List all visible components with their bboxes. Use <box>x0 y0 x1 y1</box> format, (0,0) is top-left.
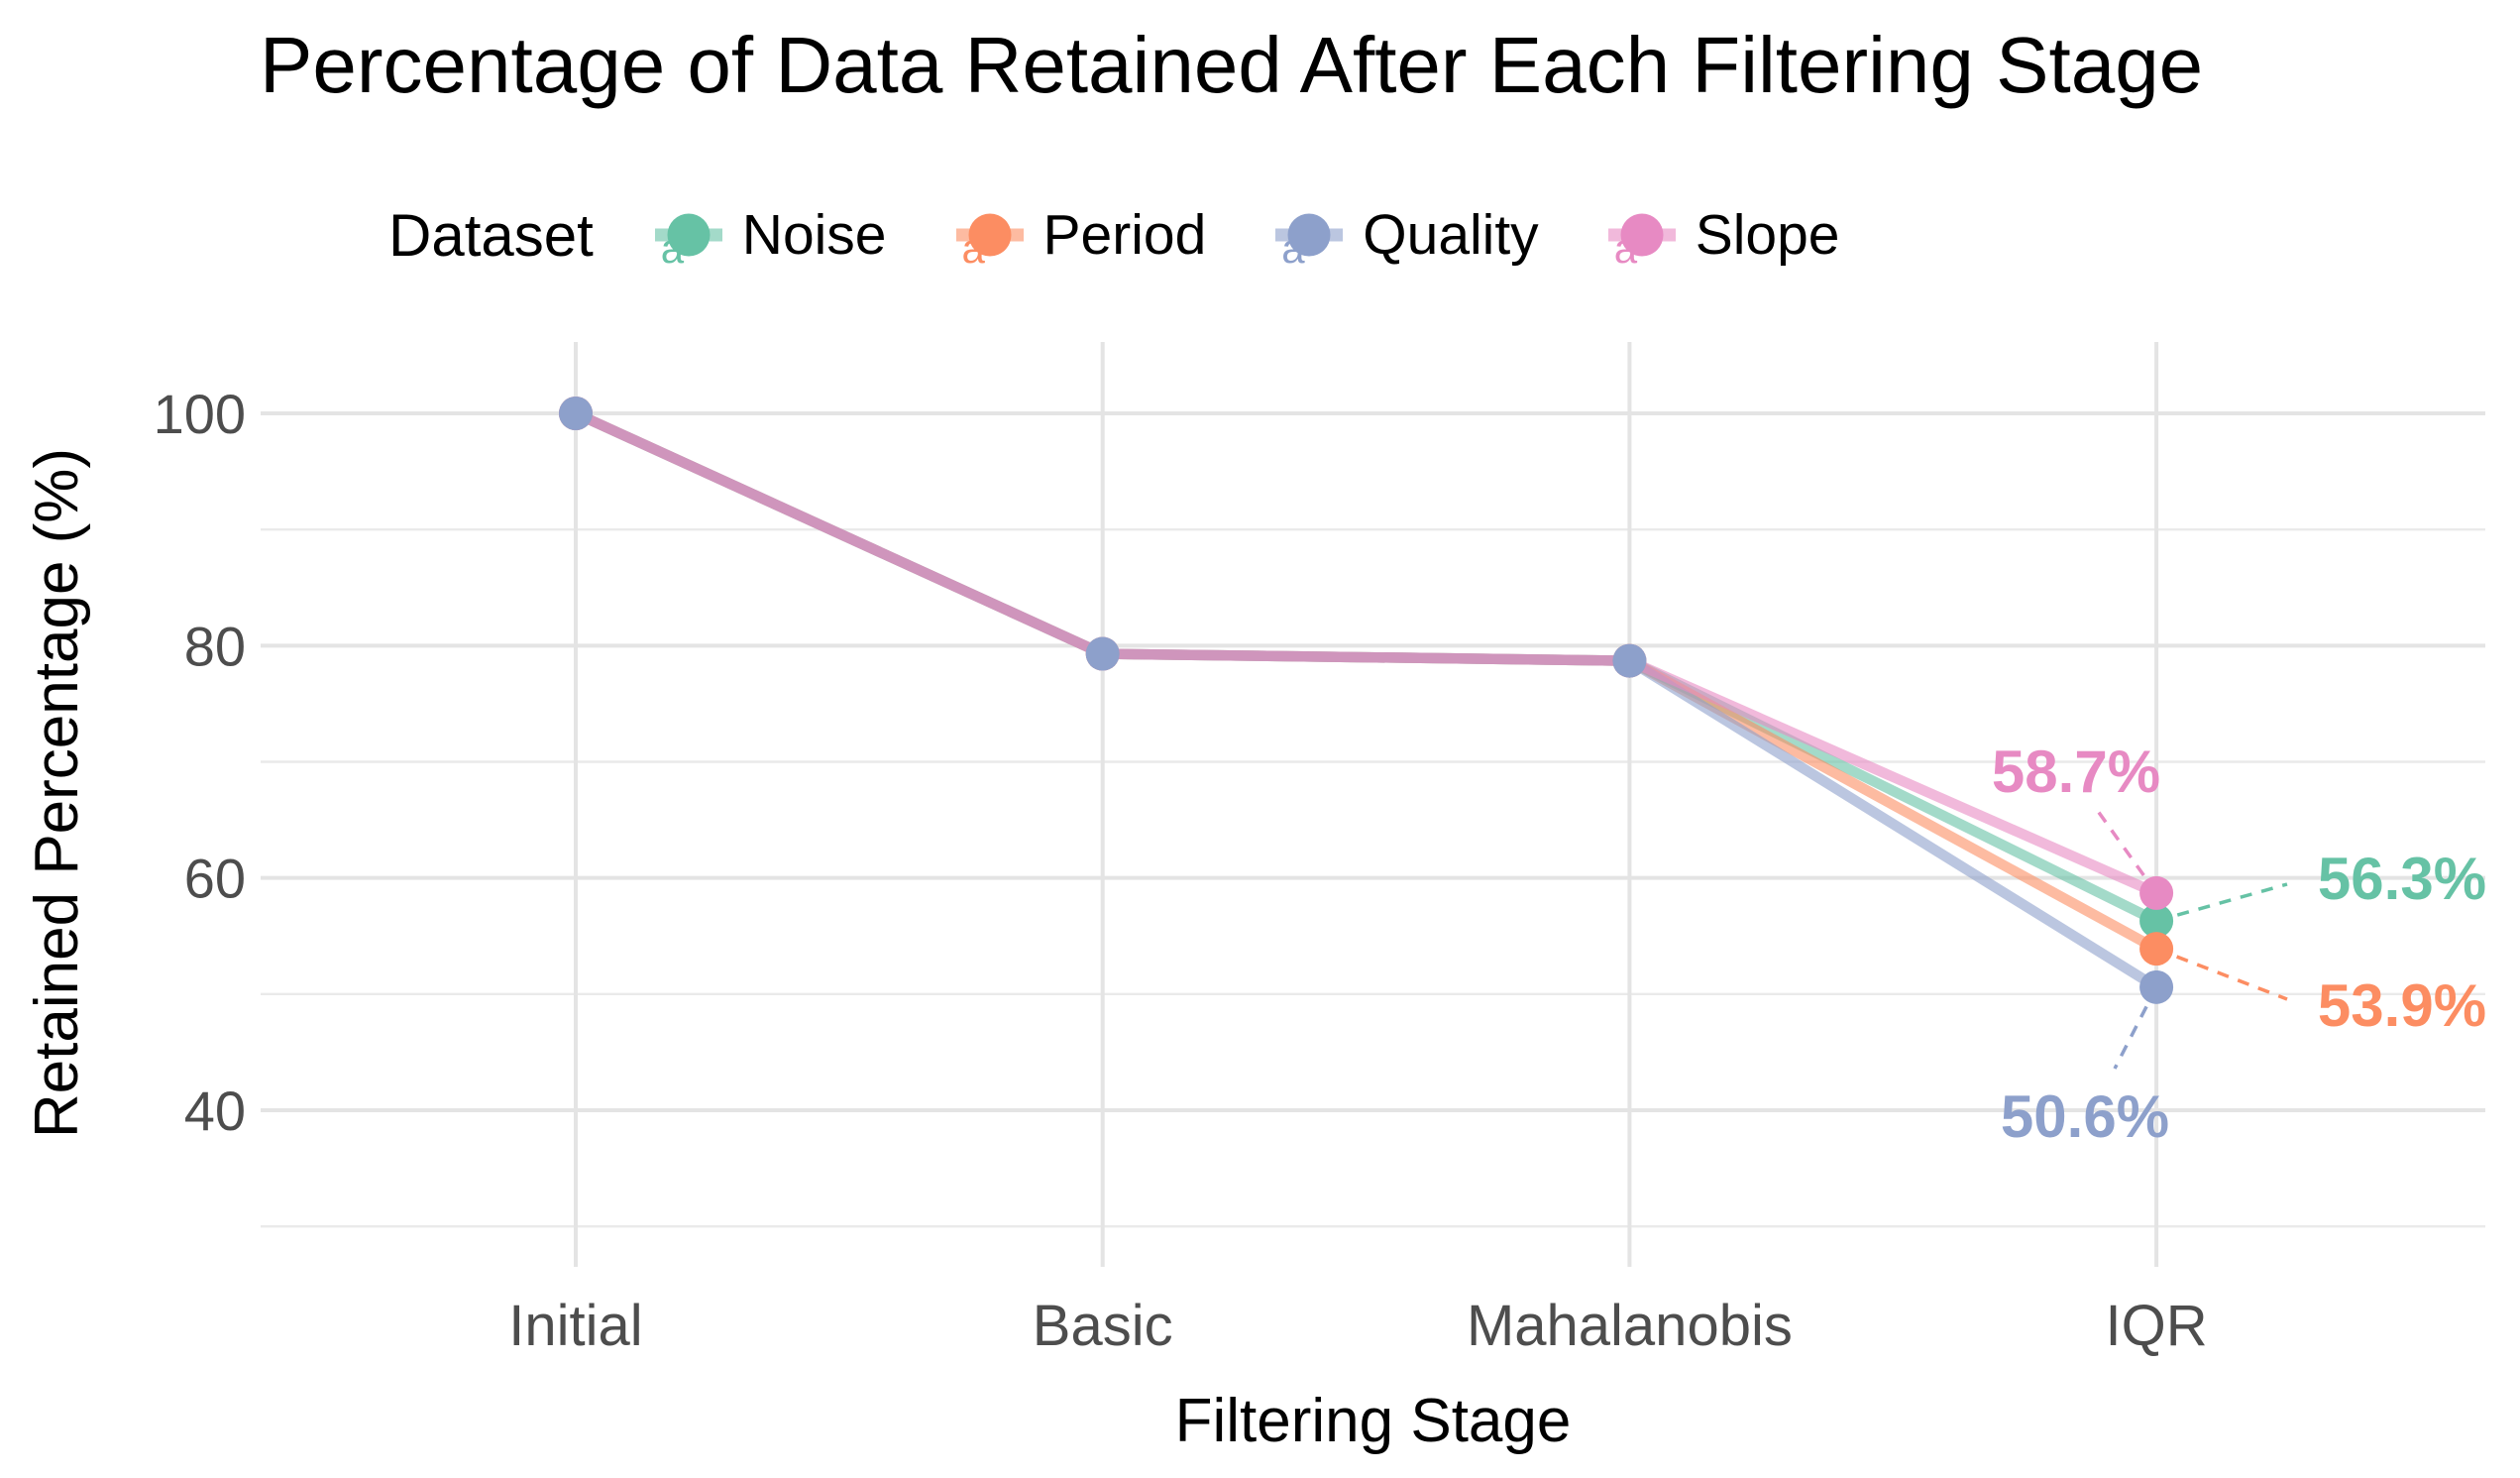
data-label-slope: 58.7% <box>1992 739 2160 805</box>
x-axis-title: Filtering Stage <box>1174 1387 1572 1455</box>
point-noise-iqr <box>2139 904 2174 939</box>
legend-item-noise: a Noise <box>654 187 887 283</box>
data-label-noise: 56.3% <box>2318 846 2486 912</box>
leader-line-slope <box>2093 805 2158 894</box>
line-quality <box>570 407 2162 993</box>
x-tick-label-basic: Basic <box>1033 1294 1173 1358</box>
x-tick-label-mahalanobis: Mahalanobis <box>1467 1294 1793 1358</box>
leader-line-quality <box>2113 986 2158 1070</box>
legend-label: Slope <box>1695 203 1840 267</box>
line-period <box>570 407 2162 955</box>
line-slope <box>570 407 2162 899</box>
chart-title: Percentage of Data Retained After Each F… <box>260 21 2204 109</box>
legend-label: Quality <box>1363 203 1539 267</box>
legend: Dataset aNoiseaPeriodaQualityaSlope <box>388 180 1839 289</box>
point-quality-basic <box>1085 636 1120 671</box>
y-axis-title: Retained Percentage (%) <box>23 447 91 1139</box>
legend-key-icon: a <box>1275 187 1344 283</box>
legend-label: Period <box>1042 203 1207 267</box>
data-label-quality: 50.6% <box>2001 1083 2169 1150</box>
x-tick-label-initial: Initial <box>508 1294 642 1358</box>
leader-line-period <box>2155 947 2288 1001</box>
point-period-iqr <box>2139 932 2174 966</box>
point-quality-iqr <box>2139 969 2174 1004</box>
x-tick-label-iqr: IQR <box>2106 1294 2208 1358</box>
y-tick-label-60: 60 <box>184 848 246 910</box>
point-quality-initial <box>559 397 593 430</box>
legend-item-slope: a Slope <box>1607 187 1840 283</box>
y-tick-label-40: 40 <box>184 1080 246 1142</box>
data-label-period: 53.9% <box>2318 972 2486 1039</box>
legend-items: aNoiseaPeriodaQualityaSlope <box>654 187 1840 283</box>
y-tick-label-100: 100 <box>154 383 246 445</box>
point-slope-iqr <box>2139 875 2174 910</box>
legend-item-period: a Period <box>955 187 1207 283</box>
legend-key-icon: a <box>955 187 1024 283</box>
legend-key-icon: a <box>1607 187 1676 283</box>
legend-label: Noise <box>741 203 887 267</box>
point-quality-mahalanobis <box>1612 643 1647 678</box>
leader-line-noise <box>2155 882 2288 923</box>
y-tick-label-80: 80 <box>184 615 246 677</box>
legend-title: Dataset <box>388 201 594 269</box>
legend-key-icon: a <box>654 187 722 283</box>
legend-item-quality: a Quality <box>1275 187 1539 283</box>
